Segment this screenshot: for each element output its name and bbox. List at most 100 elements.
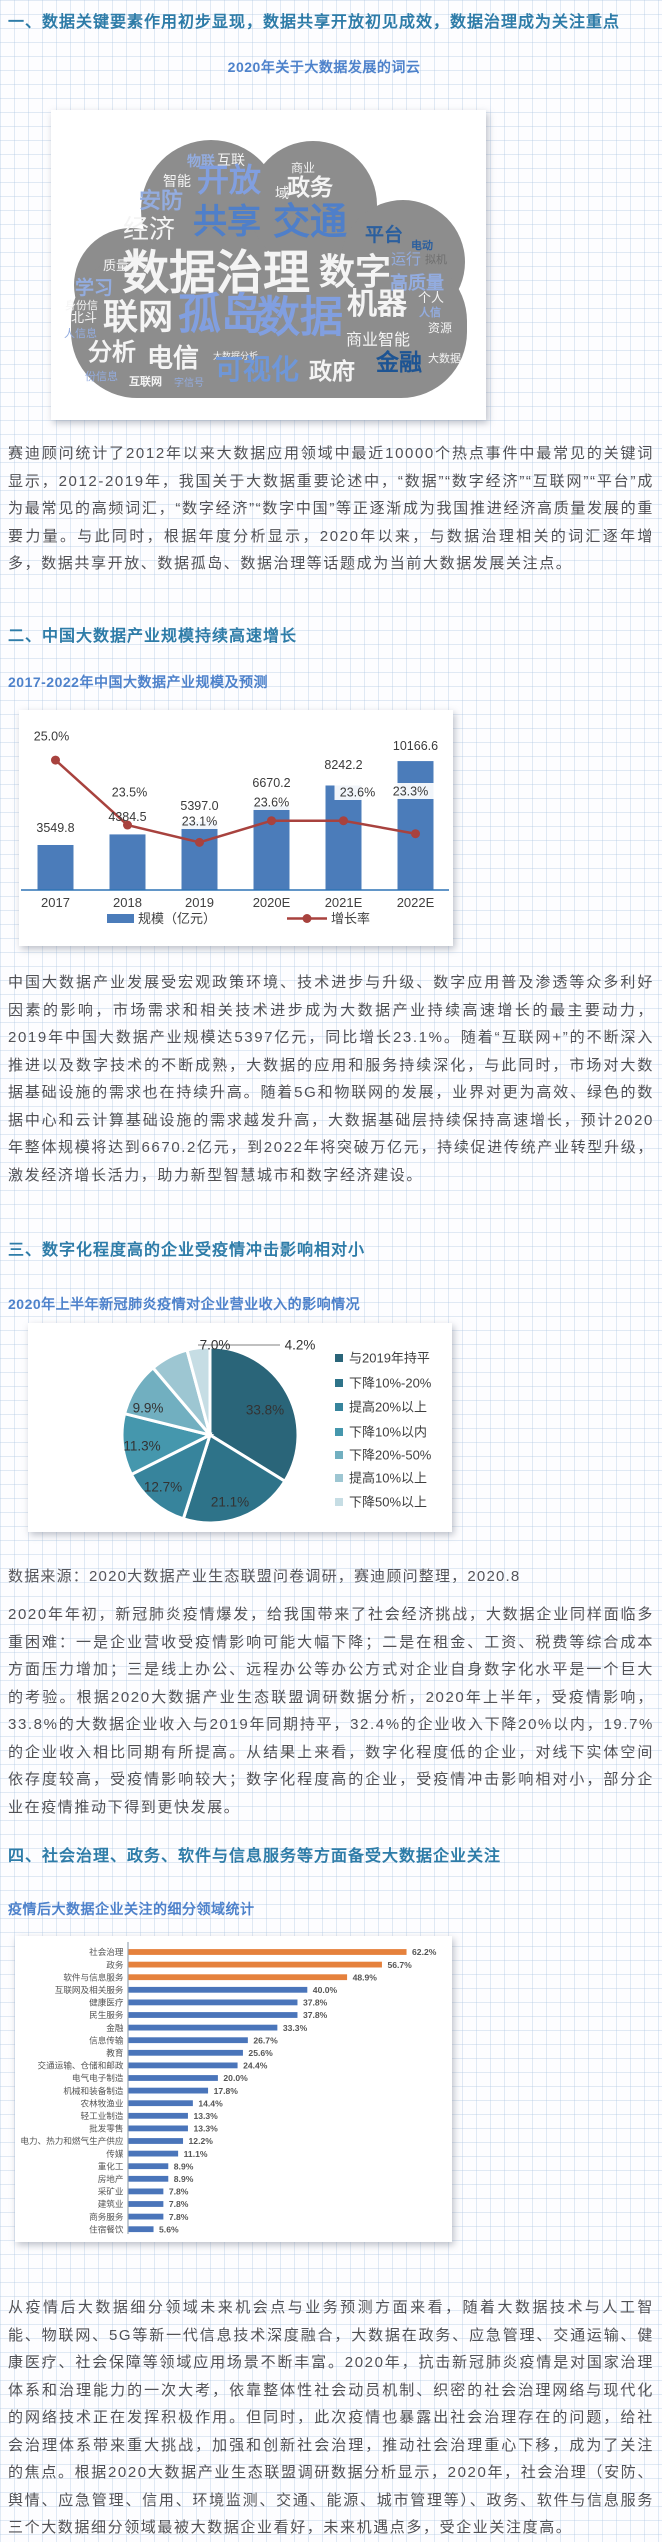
- cloud-word: 可视化: [215, 354, 300, 385]
- cloud-word: 物联: [187, 153, 215, 169]
- x-axis-label: 2018: [113, 895, 142, 910]
- growth-line: [54, 759, 416, 844]
- hbar-bar: [128, 2087, 209, 2094]
- cloud-word: 北斗: [71, 310, 98, 325]
- cloud-word: 平台: [365, 225, 404, 246]
- hbar-bar: [128, 2049, 243, 2056]
- hbar-category-label: 电气电子制造: [72, 2072, 124, 2083]
- label-backplate: [28, 728, 75, 744]
- growth-marker: [51, 755, 60, 765]
- bar-value-label: 3549.8: [36, 821, 74, 835]
- hbar-bar: [128, 2138, 184, 2144]
- legend-swatch-scale: [107, 914, 134, 923]
- pie-value-label: 9.9%: [133, 1401, 164, 1416]
- pie-chart-figure: 33.8% 21.1% 12.7% 11.3% 9.9% 7.0% 4.2% 与2019年持平…: [28, 1323, 452, 1532]
- cloud-word: 政务: [287, 174, 333, 200]
- hbar-category-label: 农林牧渔业: [81, 2097, 124, 2108]
- growth-value-label: 25.0%: [34, 730, 69, 744]
- hbar-value-label: 56.7%: [387, 1960, 412, 1970]
- bar-value-label: 8242.2: [324, 758, 362, 772]
- legend-label-scale: 规模（亿元）: [138, 911, 216, 926]
- cloud-word: 运行: [391, 251, 422, 268]
- pie-legend-swatch: [335, 1379, 343, 1387]
- hbar-category-label: 重化工: [98, 2160, 124, 2171]
- growth-value-label: 23.6%: [340, 786, 375, 800]
- cloud-shape: [71, 140, 467, 398]
- hbar-bar: [128, 1949, 407, 1955]
- hbar-value-label: 12.2%: [189, 2136, 214, 2146]
- hbar-category-label: 健康医疗: [89, 1997, 124, 2008]
- hbar-bar: [128, 2226, 154, 2233]
- growth-marker: [123, 820, 132, 830]
- pie-legend-label: 提高20%以上: [349, 1400, 427, 1415]
- hbar-value-label: 7.8%: [169, 2199, 189, 2209]
- cloud-word: 电动: [411, 240, 433, 252]
- wordcloud-words: 物联 互联 智能 开放域商业 政务 安防 经济 共享 交通 平台 电动 运行 拟机 质量 数据治理 数字 高质量…: [51, 110, 486, 420]
- hbar-value-label: 5.6%: [159, 2224, 179, 2234]
- wordcloud-figure: 物联 互联 智能 开放域商业 政务 安防 经济 共享 交通 平台 电动 运行 拟机 质量 数据治理 数字 高质量…: [51, 110, 486, 420]
- growth-value-label: 23.1%: [182, 815, 217, 829]
- hbar-value-label: 11.1%: [184, 2149, 208, 2159]
- cloud-word: 联网: [103, 298, 174, 337]
- cloud-word: 质量: [103, 258, 130, 273]
- growth-marker: [411, 829, 420, 839]
- hbar-value-label: 13.3%: [193, 2124, 218, 2134]
- pie-legend-label: 与2019年持平: [349, 1351, 430, 1366]
- paragraph-4: 从疫情后大数据细分领域未来机会点与业务预测方面来看，随着大数据技术与人工智能、物…: [8, 2299, 654, 2536]
- hbar-bar: [128, 2037, 248, 2044]
- growth-marker: [267, 816, 276, 826]
- hbar-value-label: 13.3%: [193, 2111, 218, 2121]
- pie-legend-swatch: [335, 1451, 343, 1459]
- growth-value-label: 23.5%: [112, 786, 147, 800]
- paragraph-3: 2020年年初，新冠肺炎疫情爆发，给我国带来了社会经济挑战，大数据企业同样面临多…: [8, 1606, 654, 1816]
- hbar-value-label: 37.8%: [303, 1998, 328, 2008]
- hbar-bar: [128, 1961, 382, 1968]
- cloud-word: 共享: [193, 203, 261, 241]
- hbar-category-label: 房地产: [98, 2173, 124, 2184]
- label-backplate: [334, 784, 381, 800]
- hbar-category-label: 轻工业制造: [81, 2110, 124, 2121]
- label-backplate: [387, 783, 434, 799]
- hbar-bar: [128, 2213, 164, 2220]
- bar-value-label: 10166.6: [393, 739, 438, 753]
- hbar-value-label: 7.8%: [169, 2187, 189, 2197]
- cloud-word: 资源: [428, 321, 453, 335]
- paragraph-1: 赛迪顾问统计了2012年以来大数据应用领域中最近10000个热点事件中最常见的关…: [8, 445, 654, 572]
- bar-value-label: 5397.0: [180, 799, 218, 813]
- scale-bar: [37, 844, 74, 890]
- hbar-category-label: 建筑业: [98, 2198, 124, 2209]
- hbar-value-label: 62.2%: [412, 1947, 437, 1957]
- cloud-word: 政府: [309, 358, 355, 384]
- x-axis-label: 2019: [185, 895, 214, 910]
- paragraph-2: 中国大数据产业发展受宏观政策环境、技术进步与升级、数字应用普及渗透等众多利好因素…: [8, 974, 654, 1184]
- hbar-category-label: 电力、热力和燃气生产供应: [20, 2135, 124, 2146]
- x-axis-label: 2017: [41, 895, 70, 910]
- cloud-word: 孤岛: [178, 291, 264, 339]
- scale-bar: [109, 834, 146, 890]
- hbar-category-label: 互联网及相关服务: [55, 1984, 124, 1995]
- cloud-word: 数字: [319, 251, 392, 292]
- pie-value-label: 7.0%: [200, 1338, 231, 1353]
- cloud-word: 电信: [147, 343, 200, 373]
- hbar-category-label: 教育: [106, 2047, 124, 2058]
- scale-bar: [325, 785, 362, 890]
- cloud-word: 身份信: [65, 300, 98, 312]
- pie-legend-swatch: [335, 1428, 343, 1436]
- cloud-word: 经济: [123, 214, 176, 244]
- cloud-word: 大数据: [428, 353, 461, 365]
- cloud-word: 数据: [257, 294, 343, 342]
- hbar-bar: [128, 2024, 278, 2031]
- x-axis-label: 2022E: [397, 895, 435, 910]
- cloud-word: 高质量: [390, 273, 444, 293]
- legend-marker-growth: [302, 914, 312, 923]
- cloud-word: 商业智能: [346, 332, 411, 349]
- x-axis-label: 2021E: [325, 895, 363, 910]
- hbar-bar: [128, 1974, 348, 1981]
- cloud-word: 拟机: [425, 254, 447, 266]
- growth-value-label: 23.3%: [393, 785, 428, 799]
- hbar-value-label: 17.8%: [214, 2086, 239, 2096]
- hbar-category-label: 商务服务: [89, 2211, 124, 2222]
- hbar-value-label: 7.8%: [169, 2212, 189, 2222]
- hbar-category-label: 民生服务: [89, 2009, 124, 2020]
- cloud-word: 数据治理: [122, 246, 310, 299]
